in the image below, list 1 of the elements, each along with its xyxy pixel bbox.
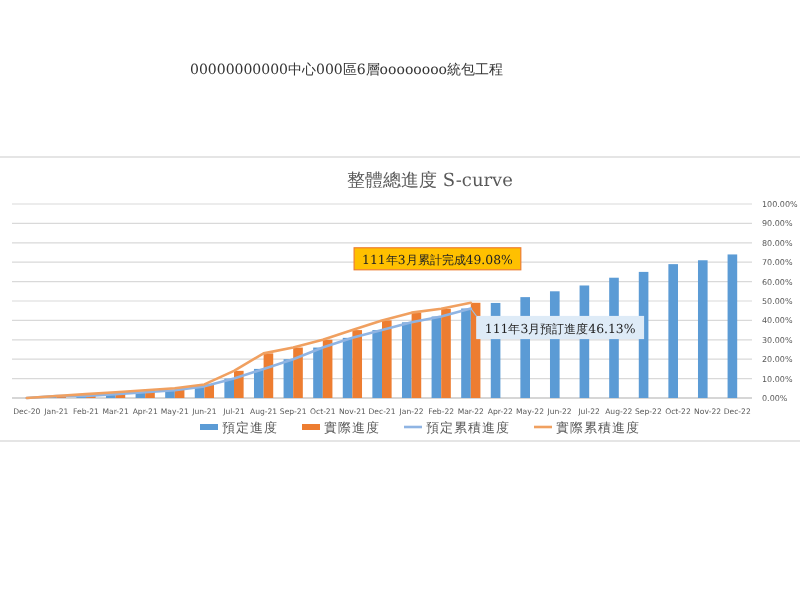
chart-title: 整體總進度 S-curve: [347, 170, 513, 192]
